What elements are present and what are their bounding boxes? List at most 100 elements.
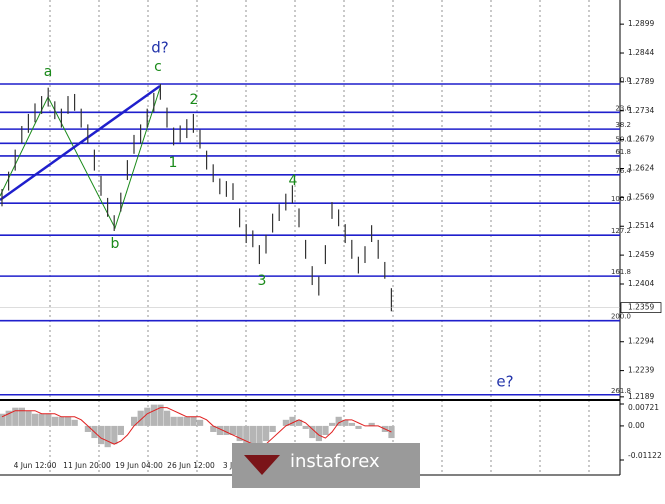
osc-bar — [296, 419, 303, 426]
x-tick-label: 4 Jun 12:00 — [14, 461, 57, 470]
osc-bar — [282, 419, 289, 426]
osc-signal — [1, 407, 392, 445]
osc-bar — [32, 413, 39, 426]
osc-bar — [98, 425, 105, 445]
osc-bar — [170, 416, 177, 426]
osc-bar — [243, 425, 250, 445]
logo-icon — [244, 455, 280, 475]
osc-bar — [144, 407, 151, 426]
osc-bar — [164, 410, 171, 426]
osc-bar — [45, 413, 52, 426]
osc-bar — [58, 416, 65, 426]
osc-bar — [309, 425, 316, 439]
wave-label: a — [44, 64, 53, 80]
osc-bar — [177, 416, 184, 426]
osc-bar — [269, 425, 276, 432]
x-tick-label: 11 Jun 20:00 — [63, 461, 111, 470]
y-tick-label: 1.2514 — [628, 221, 654, 230]
wave-label: 3 — [258, 273, 267, 289]
fib-label: 0.0 — [620, 76, 631, 84]
osc-bar — [223, 425, 230, 436]
price-bars — [1, 83, 392, 312]
x-tick-label: 19 Jun 04:00 — [115, 461, 163, 470]
osc-bar — [388, 425, 395, 439]
osc-bar — [236, 425, 243, 442]
osc-bar — [111, 425, 118, 445]
osc-bar — [210, 425, 217, 432]
osc-bar — [315, 425, 322, 442]
fib-label: 76.4 — [615, 167, 631, 175]
osc-bar — [12, 407, 19, 426]
osc-bar — [5, 410, 12, 426]
osc-bar — [117, 425, 124, 436]
osc-bar — [183, 416, 190, 426]
wave-label: 1 — [169, 155, 178, 171]
osc-bar — [263, 425, 270, 442]
trend-line — [0, 84, 161, 202]
osc-bar — [322, 425, 329, 436]
osc-bar — [18, 407, 25, 426]
logo: instaforex — [232, 443, 420, 488]
osc-tick-label: -0.01122 — [628, 451, 662, 460]
logo-text: instaforex — [290, 451, 380, 472]
oscillator — [0, 404, 395, 448]
osc-bar — [335, 416, 342, 426]
osc-bar — [150, 404, 157, 426]
y-tick-label: 1.2734 — [628, 106, 654, 115]
osc-bar — [38, 413, 45, 426]
wave-lines — [0, 87, 161, 230]
osc-bar — [249, 425, 256, 445]
osc-bar — [348, 422, 355, 426]
osc-bar — [355, 425, 362, 429]
fib-label: 127.2 — [611, 227, 631, 235]
y-tick-label: 1.2189 — [628, 392, 654, 401]
grid — [49, 0, 590, 475]
osc-bar — [368, 422, 375, 426]
fib-label: 61.8 — [615, 148, 631, 156]
current-price-box — [620, 302, 662, 313]
wave-label: 4 — [289, 173, 298, 189]
fib-label: 23.6 — [615, 104, 631, 112]
wave-label: 2 — [190, 92, 199, 108]
current-price-label: 1.2359 — [628, 303, 654, 312]
osc-bar — [84, 425, 91, 432]
y-tick-label: 1.2624 — [628, 164, 654, 173]
fib-label: 38.2 — [615, 121, 631, 129]
osc-bar — [157, 404, 164, 426]
y-tick-label: 1.2404 — [628, 279, 654, 288]
osc-bar — [0, 413, 6, 426]
osc-tick-label: 0.00 — [628, 421, 645, 430]
osc-bar — [65, 416, 72, 426]
y-tick-label: 1.2844 — [628, 48, 654, 57]
osc-bar — [190, 416, 197, 426]
osc-bar — [329, 422, 336, 426]
x-tick-label: 26 Jun 12:00 — [167, 461, 215, 470]
osc-bar — [25, 410, 32, 426]
y-tick-label: 1.2459 — [628, 250, 654, 259]
fib-label: 100.0 — [611, 195, 631, 203]
fib-label: 161.8 — [611, 268, 631, 276]
osc-bar — [230, 425, 237, 436]
osc-bar — [216, 425, 223, 436]
osc-bar — [197, 419, 204, 426]
osc-bar — [104, 425, 111, 448]
osc-bar — [342, 419, 349, 426]
fib-label: 200.0 — [611, 313, 631, 321]
wave-label: c — [154, 59, 162, 75]
osc-bar — [131, 416, 138, 426]
osc-bar — [302, 425, 309, 429]
fib-label: 261.8 — [611, 387, 631, 395]
osc-bar — [256, 425, 263, 448]
osc-tick-label: 0.00721 — [628, 403, 659, 412]
y-tick-label: 1.2899 — [628, 19, 654, 28]
osc-bar — [137, 410, 144, 426]
y-tick-label: 1.2239 — [628, 366, 654, 375]
y-tick-label: 1.2679 — [628, 135, 654, 144]
wave-label: d? — [151, 39, 168, 57]
osc-bar — [71, 419, 78, 426]
wave-label: b — [111, 236, 120, 252]
osc-bar — [289, 416, 296, 426]
y-tick-label: 1.2294 — [628, 337, 654, 346]
y-tick-label: 1.2569 — [628, 192, 654, 201]
